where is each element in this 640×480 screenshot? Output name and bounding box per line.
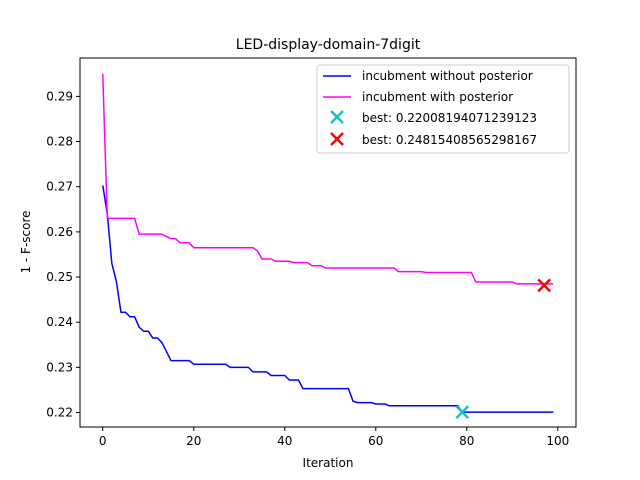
y-tick-label: 0.23 (46, 360, 73, 374)
marker-layer (455, 278, 552, 420)
x-tick-label: 100 (546, 434, 569, 448)
legend-label-without-posterior: incubment without posterior (362, 69, 533, 83)
y-tick-label: 0.28 (46, 135, 73, 149)
x-tick-label: 0 (99, 434, 107, 448)
chart-title: LED-display-domain-7digit (236, 37, 421, 53)
best-marker-0 (455, 405, 470, 420)
series-layer (102, 73, 554, 413)
best-marker-1 (537, 278, 552, 293)
y-tick-label: 0.25 (46, 270, 73, 284)
y-axis-label: 1 - F-score (19, 210, 33, 273)
y-tick-label: 0.27 (46, 180, 73, 194)
x-tick-label: 20 (186, 434, 201, 448)
legend-marker-best-red (330, 132, 344, 146)
plot-frame (79, 57, 577, 428)
series-line-0 (102, 185, 554, 413)
x-axis-label: Iteration (303, 456, 354, 470)
legend-label-best-cyan: best: 0.22008194071239123 (362, 111, 537, 125)
legend: incubment without posterior incubment wi… (316, 64, 570, 154)
y-tick-label: 0.26 (46, 225, 73, 239)
legend-label-with-posterior: incubment with posterior (362, 90, 513, 104)
y-tick-label: 0.22 (46, 406, 73, 420)
series-line-1 (102, 73, 554, 285)
x-tick-label: 80 (459, 434, 474, 448)
x-axis: 0 20 40 60 80 100 (99, 427, 569, 448)
y-axis: 0.22 0.23 0.24 0.25 0.26 0.27 0.28 0.29 (46, 89, 80, 420)
x-tick-label: 60 (368, 434, 383, 448)
x-tick-label: 40 (277, 434, 292, 448)
y-tick-label: 0.29 (46, 89, 73, 103)
y-tick-label: 0.24 (46, 315, 73, 329)
legend-marker-best-cyan (330, 110, 344, 124)
legend-frame (316, 64, 570, 154)
legend-label-best-red: best: 0.24815408565298167 (362, 133, 537, 147)
